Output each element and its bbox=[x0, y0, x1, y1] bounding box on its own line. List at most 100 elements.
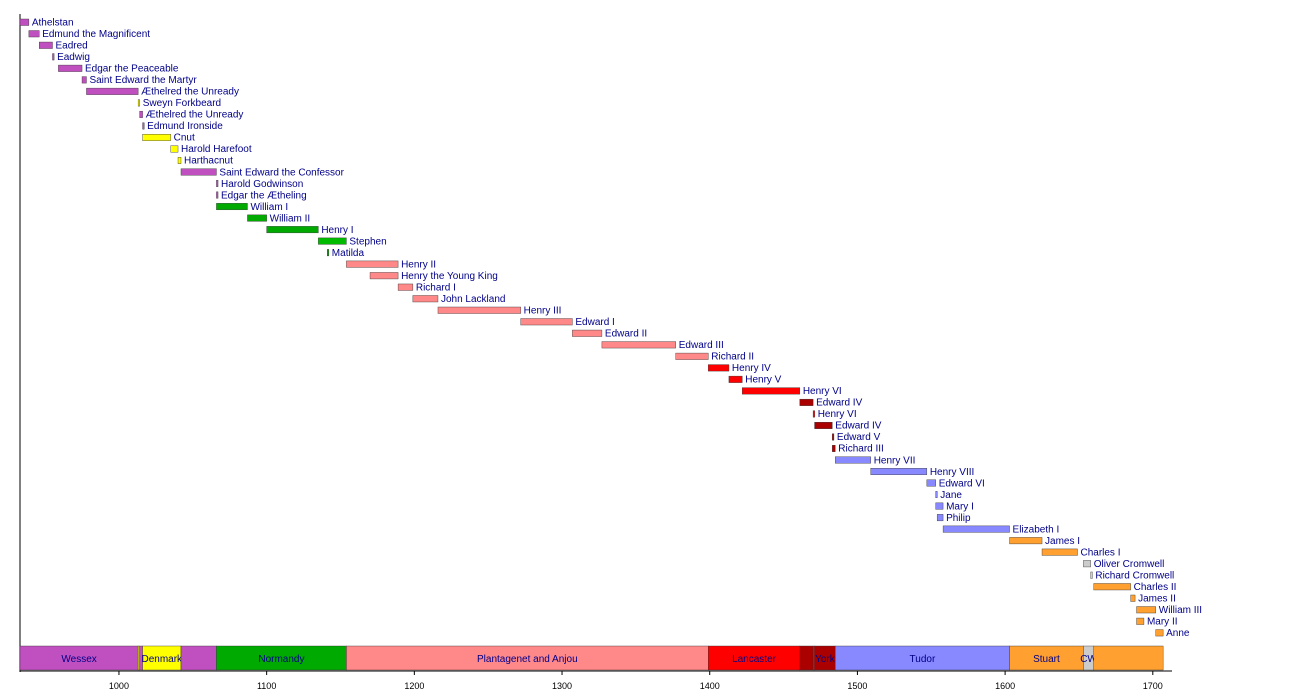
reign-bar bbox=[936, 514, 944, 522]
reign-label: Sweyn Forkbeard bbox=[143, 98, 221, 109]
reign-label: Edgar the Peaceable bbox=[85, 64, 179, 75]
reign-label: Edward III bbox=[679, 340, 724, 351]
house-segment bbox=[142, 645, 182, 671]
reign-label: Henry III bbox=[524, 306, 562, 317]
reign-label: Harthacnut bbox=[184, 156, 233, 167]
reign-bar bbox=[247, 214, 267, 222]
reign-label: Harold Godwinson bbox=[221, 179, 303, 190]
reign-bar bbox=[142, 122, 145, 130]
reign-bar bbox=[58, 64, 83, 72]
reign-bar bbox=[1136, 606, 1156, 614]
house-label: Plantagenet and Anjou bbox=[477, 654, 578, 665]
reign-bar bbox=[346, 260, 399, 268]
reign-label: Henry IV bbox=[732, 363, 771, 374]
reign-bar bbox=[177, 157, 182, 164]
reign-label: Henry V bbox=[745, 375, 781, 386]
reign-bar bbox=[742, 387, 801, 395]
reign-label: Eadred bbox=[55, 41, 87, 52]
house-label: Tudor bbox=[910, 654, 936, 665]
reign-label: Henry VI bbox=[818, 409, 857, 420]
reign-bar bbox=[708, 364, 730, 372]
reign-label: Edward V bbox=[837, 432, 881, 443]
x-tick-label: 1000 bbox=[109, 681, 129, 691]
reign-bar bbox=[437, 306, 521, 314]
house-label: York bbox=[815, 654, 836, 665]
reign-bar bbox=[180, 168, 217, 176]
x-tick-label: 1600 bbox=[995, 681, 1015, 691]
house-label: Wessex bbox=[61, 654, 96, 665]
reign-bar bbox=[1130, 594, 1136, 602]
reign-bar bbox=[142, 133, 171, 141]
house-segment bbox=[835, 645, 1010, 671]
reign-bar bbox=[1041, 548, 1078, 556]
reign-bar bbox=[216, 203, 248, 211]
reign-label: Edward VI bbox=[939, 478, 985, 489]
reign-bar bbox=[870, 468, 928, 475]
reign-bar bbox=[216, 191, 219, 199]
reign-bar bbox=[926, 479, 936, 487]
reign-bar bbox=[1136, 617, 1145, 625]
reign-label: Æthelred the Unready bbox=[141, 87, 239, 98]
reign-label: William I bbox=[250, 202, 288, 213]
x-tick-label: 1100 bbox=[257, 681, 276, 691]
reign-bar bbox=[139, 110, 143, 118]
reign-bar bbox=[814, 422, 833, 429]
house-label: CW bbox=[1080, 654, 1097, 665]
reign-label: James I bbox=[1045, 536, 1080, 547]
reign-bar bbox=[412, 295, 439, 303]
reign-label: Elizabeth I bbox=[1013, 524, 1060, 535]
reign-label: Æthelred the Unready bbox=[146, 110, 244, 121]
x-tick-label: 1300 bbox=[552, 681, 572, 691]
reign-bar bbox=[170, 145, 179, 153]
reign-bar bbox=[601, 341, 676, 349]
x-tick-label: 1200 bbox=[404, 681, 424, 691]
reign-bar bbox=[935, 491, 938, 499]
reign-label: Athelstan bbox=[32, 18, 74, 29]
reign-label: Stephen bbox=[349, 236, 386, 247]
reign-label: Mary II bbox=[1147, 617, 1178, 628]
reign-label: Saint Edward the Confessor bbox=[219, 167, 344, 178]
reign-bar bbox=[812, 410, 815, 418]
reign-bar bbox=[327, 249, 330, 257]
reign-bar bbox=[318, 237, 347, 245]
reign-bar bbox=[832, 433, 835, 441]
reign-label: Henry the Young King bbox=[401, 271, 498, 282]
reign-label: Matilda bbox=[332, 248, 365, 259]
reign-bar bbox=[1093, 583, 1131, 591]
reign-bar bbox=[520, 318, 573, 326]
reign-bar bbox=[28, 30, 40, 38]
reign-label: Edward IV bbox=[835, 421, 881, 432]
reign-label: Eadwig bbox=[57, 52, 90, 63]
reign-bar bbox=[572, 329, 603, 337]
reign-bar bbox=[397, 283, 414, 291]
reign-label: Richard I bbox=[416, 282, 456, 293]
reign-label: Henry VI bbox=[803, 386, 842, 397]
house-label: Normandy bbox=[258, 654, 304, 665]
reign-label: Richard Cromwell bbox=[1095, 570, 1174, 581]
house-segment bbox=[346, 645, 709, 671]
reign-bar bbox=[728, 375, 743, 383]
reign-label: Oliver Cromwell bbox=[1094, 559, 1165, 570]
reign-label: William III bbox=[1159, 605, 1202, 616]
house-segment bbox=[1093, 645, 1164, 671]
reign-label: Edmund the Magnificent bbox=[42, 29, 150, 40]
reign-label: Edward I bbox=[575, 317, 614, 328]
reign-bar bbox=[835, 456, 871, 464]
reign-label: Jane bbox=[940, 490, 962, 501]
reign-label: Anne bbox=[1166, 628, 1190, 639]
reign-bar bbox=[1155, 629, 1164, 637]
reign-bar bbox=[81, 76, 87, 84]
reign-label: Edmund Ironside bbox=[147, 121, 223, 132]
reign-bar bbox=[86, 87, 139, 95]
reign-label: Richard II bbox=[711, 352, 754, 363]
reign-bar bbox=[19, 18, 30, 26]
reign-bar bbox=[1009, 537, 1043, 545]
reign-label: William II bbox=[270, 213, 311, 224]
house-segment bbox=[799, 645, 814, 671]
reign-bar bbox=[137, 99, 140, 107]
house-segment bbox=[180, 645, 217, 671]
reign-bar bbox=[369, 272, 399, 280]
reign-bar bbox=[942, 525, 1010, 533]
